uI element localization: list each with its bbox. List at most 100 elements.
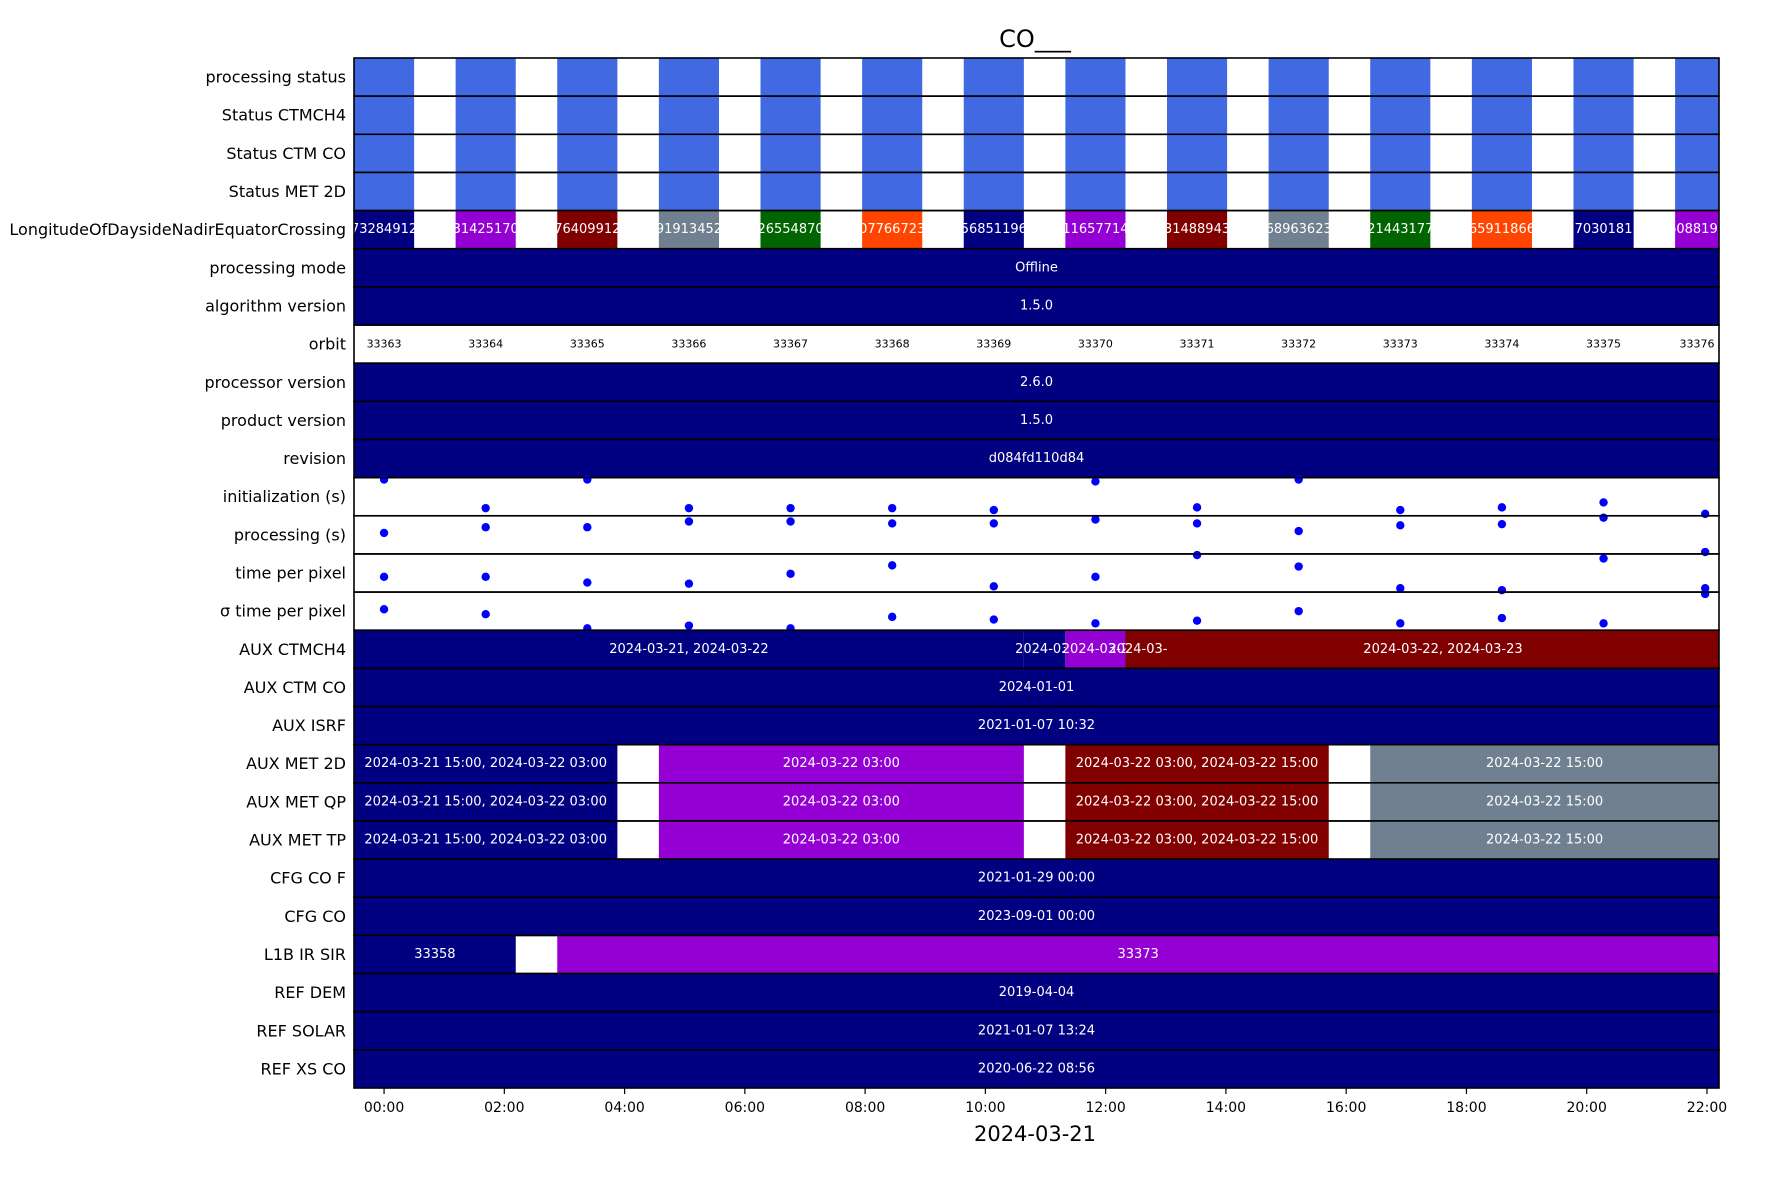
row-label: Status CTM CO bbox=[226, 144, 346, 163]
segment-label: 2024-03-22 15:00 bbox=[1486, 756, 1603, 771]
x-tick-label: 00:00 bbox=[364, 1100, 404, 1116]
data-point bbox=[887, 561, 897, 570]
row-label: CFG CO bbox=[284, 907, 346, 926]
segment-bar bbox=[354, 706, 1719, 745]
longitude-value: 56851196 bbox=[961, 222, 1027, 237]
longitude-value: 31425170 bbox=[453, 222, 519, 237]
row-label: time per pixel bbox=[235, 564, 346, 583]
data-point bbox=[1192, 616, 1202, 625]
segment-label: 2024-03-23 bbox=[1108, 642, 1184, 657]
row-label: processing mode bbox=[209, 258, 346, 277]
status-bar bbox=[455, 172, 516, 211]
row-label: Status CTMCH4 bbox=[222, 106, 346, 125]
status-bar bbox=[1573, 58, 1634, 97]
data-point bbox=[379, 572, 389, 582]
longitude-value: 07766723 bbox=[859, 222, 925, 237]
orbit-number: 33369 bbox=[976, 338, 1011, 351]
x-tick-label: 18:00 bbox=[1446, 1100, 1486, 1116]
segment-bar bbox=[354, 820, 618, 860]
data-point bbox=[1091, 477, 1100, 486]
x-tick-label: 04:00 bbox=[604, 1100, 644, 1116]
segment-label: 2024-03-22 03:00 bbox=[783, 756, 900, 771]
segment-label: 1.5.0 bbox=[1020, 413, 1053, 428]
segment-bar bbox=[1065, 820, 1329, 860]
longitude-bar bbox=[354, 210, 415, 249]
status-bar bbox=[1573, 134, 1634, 173]
data-point bbox=[684, 579, 694, 588]
data-point bbox=[887, 503, 897, 513]
data-point bbox=[684, 517, 694, 526]
status-bar bbox=[1471, 96, 1532, 135]
row-label: L1B IR SIR bbox=[264, 945, 346, 964]
row-label: LongitudeOfDaysideNadirEquatorCrossing bbox=[9, 220, 346, 239]
data-point bbox=[887, 519, 897, 528]
segment-bar bbox=[354, 782, 618, 821]
data-point bbox=[1700, 509, 1710, 519]
status-bar bbox=[557, 96, 618, 135]
segment-bar bbox=[1065, 782, 1329, 821]
data-point bbox=[786, 503, 795, 513]
segment-label: 2024-03-21 15:00, 2024-03-22 03:00 bbox=[364, 756, 607, 771]
longitude-bar bbox=[1675, 210, 1719, 249]
data-point bbox=[1091, 619, 1100, 628]
data-point bbox=[1497, 519, 1507, 529]
longitude-value: 73284912 bbox=[351, 222, 417, 237]
status-bar bbox=[1065, 134, 1126, 173]
longitude-value: 76409912 bbox=[554, 222, 620, 237]
status-bar bbox=[557, 58, 618, 97]
longitude-bar bbox=[1166, 210, 1228, 249]
longitude-value: 68963623 bbox=[1266, 222, 1332, 237]
data-point bbox=[989, 505, 999, 515]
row-label: processing (s) bbox=[234, 525, 346, 544]
orbit-number: 33371 bbox=[1180, 338, 1215, 351]
orbit-number: 33367 bbox=[773, 338, 808, 351]
data-point bbox=[989, 582, 999, 591]
longitude-bar bbox=[1370, 210, 1431, 249]
x-tick-label: 10:00 bbox=[965, 1100, 1005, 1116]
segment-bar bbox=[354, 897, 1719, 936]
row-label: AUX CTM CO bbox=[244, 678, 346, 697]
data-point bbox=[1294, 526, 1303, 536]
longitude-bar bbox=[1065, 210, 1126, 249]
longitude-bar bbox=[557, 210, 618, 249]
row-label: AUX CTMCH4 bbox=[239, 640, 346, 659]
x-axis-label: 2024-03-21 bbox=[974, 1122, 1096, 1146]
status-bar bbox=[1675, 58, 1719, 97]
data-point bbox=[1294, 606, 1303, 616]
segment-label: 2024-03-22 15:00 bbox=[1486, 833, 1603, 848]
status-bar bbox=[354, 58, 415, 97]
x-tick-label: 12:00 bbox=[1085, 1100, 1125, 1116]
status-bar bbox=[1370, 134, 1431, 173]
segment-label: 2024-03-21 15:00, 2024-03-22 03:00 bbox=[364, 794, 607, 809]
longitude-bar bbox=[963, 210, 1024, 249]
data-point bbox=[1294, 475, 1303, 484]
row-border bbox=[353, 553, 1720, 593]
segment-bar bbox=[1166, 630, 1719, 669]
status-bar bbox=[1675, 172, 1719, 211]
data-point bbox=[481, 610, 490, 619]
segment-label: 33373 bbox=[1117, 947, 1158, 962]
row-label: AUX ISRF bbox=[272, 716, 346, 735]
data-point bbox=[1700, 589, 1710, 599]
status-bar bbox=[1471, 172, 1532, 211]
row-label: orbit bbox=[309, 335, 346, 354]
x-tick-label: 06:00 bbox=[725, 1100, 765, 1116]
status-bar bbox=[658, 172, 720, 211]
longitude-bar bbox=[455, 210, 516, 249]
row-label: AUX MET 2D bbox=[246, 754, 346, 773]
x-tick-label: 08:00 bbox=[845, 1100, 885, 1116]
segment-bar bbox=[354, 286, 1719, 326]
orbit-number: 33364 bbox=[468, 338, 503, 351]
status-bar bbox=[1166, 172, 1228, 211]
data-point bbox=[786, 517, 795, 526]
orbit-number: 33376 bbox=[1680, 338, 1715, 351]
segment-bar bbox=[658, 782, 1024, 821]
row-label: initialization (s) bbox=[223, 487, 346, 506]
data-point bbox=[1192, 550, 1202, 560]
chart-title: CO___ bbox=[999, 25, 1072, 53]
data-point bbox=[481, 572, 490, 582]
status-bar bbox=[557, 134, 618, 173]
row-border bbox=[353, 476, 1720, 517]
status-bar bbox=[760, 172, 821, 211]
